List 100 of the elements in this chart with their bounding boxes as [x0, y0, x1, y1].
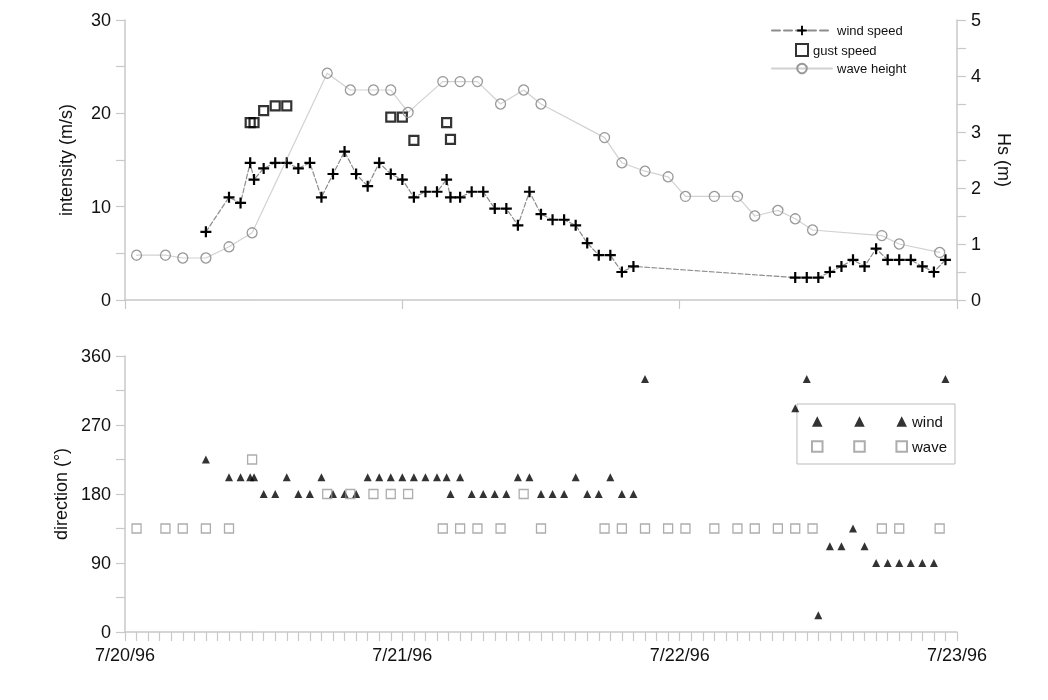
- y-tick-label: 0: [100, 622, 111, 642]
- point: [437, 75, 449, 88]
- point: [472, 523, 483, 534]
- point: [870, 243, 882, 255]
- point: [345, 488, 356, 500]
- point: [790, 523, 801, 534]
- point: [772, 204, 784, 217]
- point: [789, 272, 801, 284]
- point: [350, 168, 362, 180]
- y2-tick-label: 4: [971, 66, 982, 86]
- y2-tick-label: 0: [971, 290, 982, 310]
- point: [500, 203, 512, 215]
- point: [641, 375, 649, 383]
- y-axis-title: intensity (m/s): [56, 103, 76, 217]
- y2-tick-label: 2: [971, 178, 982, 198]
- point: [431, 186, 443, 198]
- point: [941, 375, 950, 383]
- point: [594, 490, 603, 498]
- point: [454, 75, 466, 88]
- point: [489, 203, 501, 215]
- point: [535, 523, 547, 534]
- point: [708, 190, 720, 203]
- point: [928, 266, 940, 278]
- y-tick-label: 10: [90, 196, 111, 217]
- point: [421, 473, 430, 482]
- point: [246, 227, 258, 239]
- point: [367, 84, 380, 96]
- point: [269, 157, 281, 169]
- point: [200, 523, 212, 534]
- point: [292, 162, 304, 174]
- point: [859, 260, 871, 272]
- point: [847, 254, 859, 266]
- point: [396, 174, 408, 186]
- y2-axis-title: Hs (m): [994, 133, 1014, 187]
- x-tick-label: 7/22/96: [649, 645, 710, 665]
- point: [513, 473, 522, 482]
- point: [732, 523, 743, 534]
- point: [223, 523, 235, 534]
- point: [258, 104, 270, 117]
- point: [523, 186, 535, 198]
- legend-label: wind: [910, 413, 943, 430]
- point: [385, 168, 397, 180]
- point: [939, 254, 951, 266]
- point: [802, 375, 811, 383]
- point: [385, 488, 396, 500]
- point: [441, 174, 453, 186]
- point: [616, 157, 628, 169]
- point: [639, 165, 651, 177]
- point: [599, 523, 610, 534]
- point: [560, 490, 569, 498]
- point: [749, 210, 761, 222]
- x-tick-label: 7/20/96: [94, 645, 156, 665]
- point: [466, 186, 478, 198]
- point: [535, 98, 547, 110]
- point: [789, 213, 801, 225]
- point: [327, 168, 339, 180]
- point: [525, 473, 534, 482]
- point: [772, 523, 784, 534]
- point: [317, 473, 326, 482]
- point: [258, 162, 270, 174]
- y-axis-title: direction (°): [51, 447, 72, 541]
- point: [882, 254, 894, 266]
- point: [444, 133, 457, 146]
- point: [236, 473, 245, 482]
- point: [801, 272, 813, 284]
- point: [322, 488, 333, 500]
- point: [304, 157, 316, 169]
- point: [305, 490, 314, 498]
- point: [606, 473, 615, 482]
- point: [373, 157, 385, 169]
- point: [895, 559, 904, 567]
- y2-tick-label: 3: [971, 122, 982, 142]
- point: [604, 249, 616, 261]
- point: [893, 254, 905, 266]
- point: [680, 523, 691, 534]
- point: [617, 490, 626, 498]
- point: [130, 249, 143, 261]
- point: [918, 559, 927, 567]
- point: [518, 84, 530, 96]
- point: [454, 191, 466, 203]
- point: [547, 214, 559, 226]
- point: [402, 106, 414, 119]
- point: [825, 542, 834, 551]
- point: [244, 117, 256, 129]
- x-tick-label: 7/23/96: [926, 645, 988, 665]
- point: [271, 490, 280, 498]
- point: [160, 523, 171, 534]
- point: [807, 523, 818, 534]
- point: [905, 254, 917, 266]
- y-tick-label: 360: [80, 346, 111, 366]
- x-tick-label: 7/21/96: [372, 645, 433, 665]
- point: [616, 266, 628, 278]
- point: [442, 473, 451, 482]
- point: [916, 260, 928, 272]
- point: [837, 542, 846, 551]
- point: [408, 191, 420, 203]
- point: [581, 237, 593, 249]
- point: [363, 473, 372, 482]
- point: [294, 490, 303, 498]
- point: [402, 488, 414, 500]
